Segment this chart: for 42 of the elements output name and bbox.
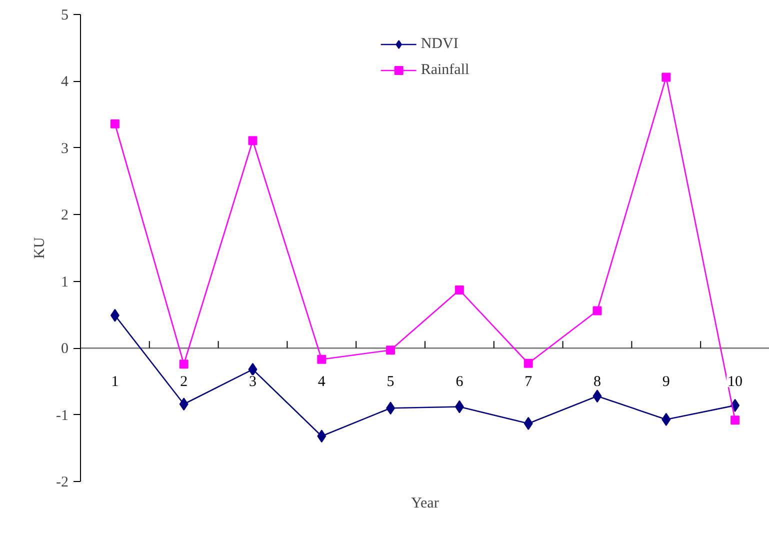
point — [110, 119, 120, 128]
point — [592, 306, 602, 316]
point — [662, 72, 671, 82]
x-tick-label: 10 — [728, 374, 743, 390]
point — [386, 402, 396, 415]
legend-label: NDVI — [420, 36, 458, 52]
point — [248, 362, 258, 376]
y-tick-label: 0 — [61, 341, 68, 358]
x-tick-label: 9 — [662, 374, 670, 390]
point — [386, 346, 396, 355]
point — [179, 360, 188, 369]
y-tick-label: 3 — [61, 140, 68, 157]
x-tick-label: 5 — [386, 374, 394, 390]
x-tick-label: 3 — [249, 374, 256, 390]
y-tick-label: -2 — [56, 474, 69, 490]
point — [317, 430, 326, 443]
point — [454, 286, 464, 295]
point — [317, 354, 326, 364]
x-tick-label: 4 — [318, 374, 326, 390]
x-axis-title: Year — [411, 496, 439, 512]
point — [179, 398, 188, 411]
x-tick-label: 8 — [594, 374, 601, 390]
y-axis-title: KU — [32, 237, 48, 259]
point — [248, 136, 258, 146]
x-tick-label: 6 — [456, 374, 464, 390]
y-tick-label: 1 — [61, 274, 68, 290]
x-tick-label: 2 — [180, 374, 188, 390]
point — [730, 398, 740, 412]
x-tick-label: 1 — [111, 374, 119, 390]
point — [592, 390, 602, 403]
legend-label: Rainfall — [420, 62, 470, 78]
y-tick-label: 2 — [61, 208, 68, 224]
point — [524, 416, 533, 430]
point — [662, 412, 671, 426]
point — [524, 358, 533, 368]
y-tick-label: 4 — [61, 74, 69, 90]
point — [730, 416, 740, 425]
point — [110, 308, 120, 322]
point — [454, 400, 464, 414]
y-tick-label: 5 — [61, 8, 68, 24]
x-tick-label: 7 — [524, 374, 533, 390]
y-tick-label: -1 — [56, 408, 69, 424]
